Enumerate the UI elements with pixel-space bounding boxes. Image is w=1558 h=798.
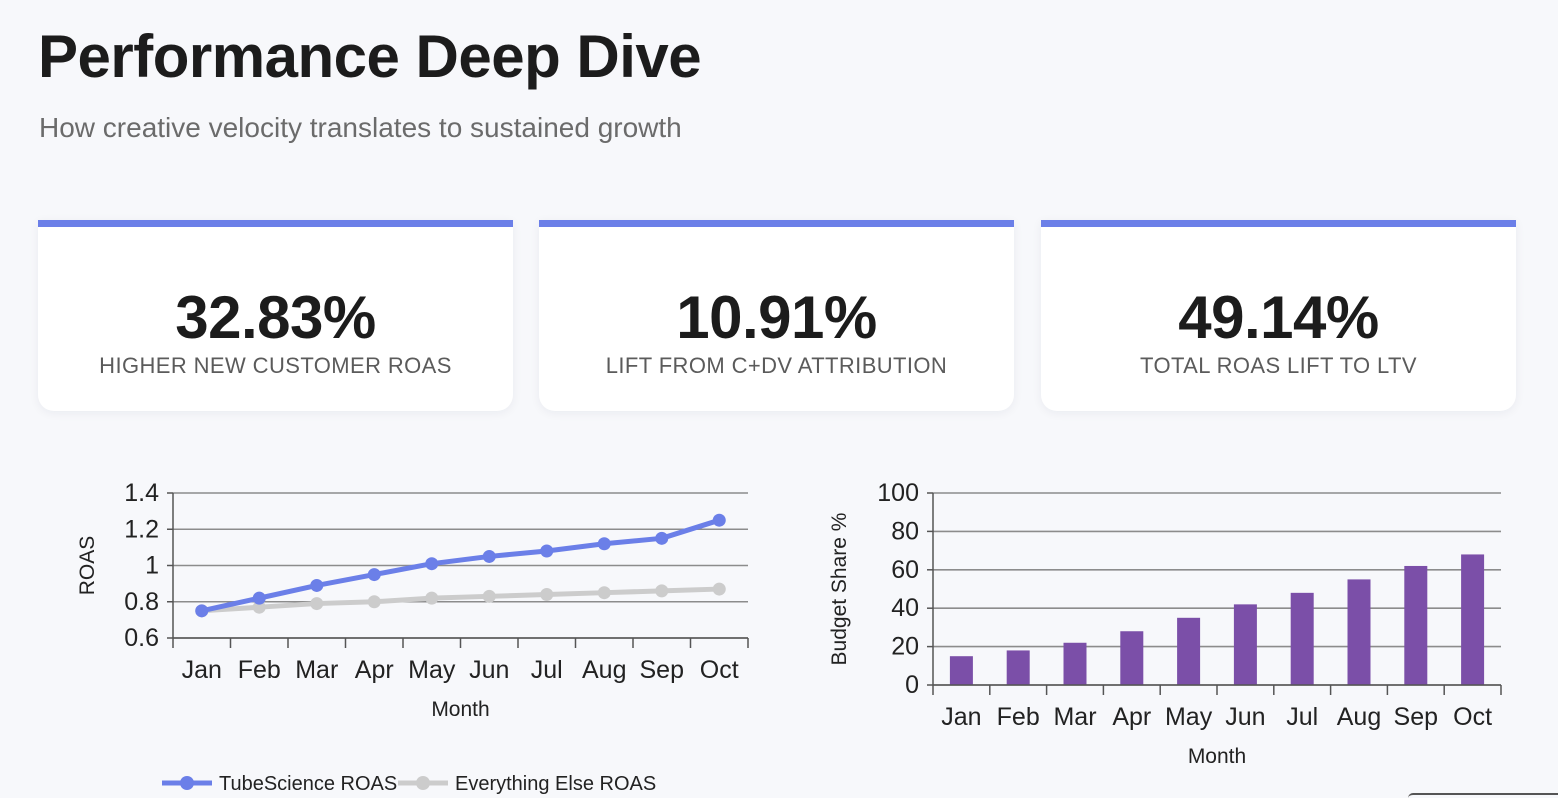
y-tick-label: 20	[891, 633, 919, 661]
data-point	[310, 578, 324, 592]
page-subtitle: How creative velocity translates to sust…	[39, 112, 682, 143]
x-tick-label: Sep	[640, 656, 684, 684]
data-point	[655, 531, 669, 545]
y-tick-label: 0.8	[124, 588, 159, 616]
data-point	[540, 588, 554, 601]
data-point	[195, 604, 209, 618]
x-tick-label: Apr	[1112, 703, 1151, 731]
x-tick-label: Oct	[700, 656, 739, 684]
legend-label: Everything Else ROAS	[455, 773, 656, 795]
x-axis-title: Month	[1188, 745, 1246, 768]
x-tick-label: Sep	[1394, 703, 1438, 731]
data-point	[252, 591, 266, 605]
bar	[1120, 631, 1144, 685]
data-point	[425, 557, 439, 571]
bar	[1461, 554, 1485, 685]
x-tick-label: Feb	[997, 703, 1040, 731]
stat-value: 32.83%	[175, 284, 376, 351]
y-axis-title: Budget Share %	[828, 513, 851, 666]
bar	[1290, 592, 1314, 685]
data-point	[482, 549, 496, 563]
x-tick-label: Aug	[582, 656, 626, 684]
bar	[1177, 617, 1201, 685]
x-axis-title: Month	[431, 698, 489, 721]
x-tick-label: May	[1165, 703, 1213, 731]
legend-label: TubeScience ROAS	[219, 773, 397, 795]
y-tick-label: 100	[877, 479, 919, 507]
y-tick-label: 0	[905, 671, 919, 699]
data-point	[252, 600, 266, 614]
stat-label: LIFT FROM C+DV ATTRIBUTION	[605, 353, 948, 378]
y-tick-label: 40	[891, 594, 919, 622]
stat-value: 49.14%	[1178, 284, 1379, 351]
y-tick-label: 1.4	[124, 479, 159, 507]
y-tick-label: 80	[891, 517, 919, 545]
stat-card-ltv-lift: 49.14% TOTAL ROAS LIFT TO LTV	[1041, 220, 1516, 411]
data-point	[367, 595, 381, 609]
series-line-everything-else	[199, 586, 722, 614]
legend-swatch-marker	[416, 776, 430, 790]
y-tick-label: 60	[891, 556, 919, 584]
bar	[949, 656, 973, 685]
bar	[1347, 579, 1371, 685]
x-tick-label: Jun	[1225, 703, 1265, 731]
data-point	[367, 568, 381, 582]
bar	[1006, 650, 1030, 685]
legend-swatch-marker	[180, 776, 194, 790]
data-point	[712, 582, 726, 596]
bar	[1404, 565, 1428, 685]
stat-label: HIGHER NEW CUSTOMER ROAS	[99, 353, 452, 378]
y-tick-label: 0.6	[124, 624, 159, 652]
stat-cards: 32.83% HIGHER NEW CUSTOMER ROAS 10.91% L…	[38, 220, 1516, 411]
x-tick-label: Apr	[355, 656, 394, 684]
x-tick-label: Feb	[238, 656, 281, 684]
data-point	[425, 591, 439, 605]
page-title: Performance Deep Dive	[38, 23, 702, 90]
x-tick-label: Jan	[182, 656, 222, 684]
bar	[1233, 604, 1257, 685]
data-point	[540, 544, 554, 558]
x-tick-label: Jul	[1286, 703, 1318, 731]
x-tick-label: Jan	[941, 703, 981, 731]
stat-card-new-customer-roas: 32.83% HIGHER NEW CUSTOMER ROAS	[38, 220, 513, 411]
bar	[1063, 642, 1087, 685]
window-corner	[1408, 793, 1558, 798]
y-tick-label: 1.2	[124, 515, 159, 543]
data-point	[310, 597, 324, 611]
y-tick-label: 1	[145, 552, 159, 580]
x-tick-label: Jun	[469, 656, 509, 684]
x-tick-label: Mar	[1053, 703, 1096, 731]
x-tick-label: Jul	[531, 656, 563, 684]
x-tick-label: Oct	[1453, 703, 1492, 731]
stat-card-attribution-lift: 10.91% LIFT FROM C+DV ATTRIBUTION	[539, 220, 1014, 411]
data-point	[712, 513, 726, 527]
data-point	[597, 537, 611, 551]
x-tick-label: May	[408, 656, 456, 684]
x-tick-label: Aug	[1337, 703, 1381, 731]
data-point	[655, 584, 669, 598]
data-point	[597, 586, 611, 600]
data-point	[482, 589, 496, 603]
x-tick-label: Mar	[295, 656, 338, 684]
series-line-tubescience	[199, 517, 722, 614]
y-axis-title: ROAS	[76, 536, 99, 596]
stat-label: TOTAL ROAS LIFT TO LTV	[1140, 353, 1417, 378]
stat-value: 10.91%	[676, 284, 877, 351]
